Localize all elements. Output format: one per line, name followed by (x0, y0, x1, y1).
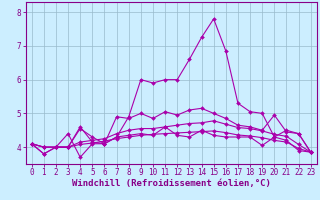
X-axis label: Windchill (Refroidissement éolien,°C): Windchill (Refroidissement éolien,°C) (72, 179, 271, 188)
